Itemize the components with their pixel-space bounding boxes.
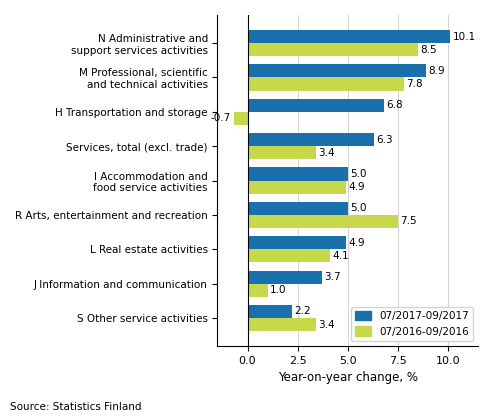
Bar <box>247 133 374 146</box>
Text: 3.4: 3.4 <box>318 319 335 329</box>
Text: Source: Statistics Finland: Source: Statistics Finland <box>10 402 141 412</box>
Bar <box>247 43 418 56</box>
Text: 7.5: 7.5 <box>400 216 417 226</box>
Text: 2.2: 2.2 <box>294 307 311 317</box>
Bar <box>247 99 384 112</box>
Bar <box>247 30 450 43</box>
Bar <box>247 64 426 77</box>
Text: 4.9: 4.9 <box>348 238 365 248</box>
Text: 1.0: 1.0 <box>270 285 286 295</box>
Bar <box>247 77 404 91</box>
Bar <box>247 146 316 159</box>
Bar <box>247 202 348 215</box>
Text: 5.0: 5.0 <box>350 169 367 179</box>
Bar <box>247 270 322 284</box>
Bar <box>247 236 346 249</box>
Text: 8.5: 8.5 <box>421 45 437 54</box>
Text: 7.8: 7.8 <box>406 79 423 89</box>
Bar <box>247 318 316 331</box>
Text: 4.9: 4.9 <box>348 182 365 192</box>
Text: 6.3: 6.3 <box>376 135 393 145</box>
Text: -0.7: -0.7 <box>211 113 231 124</box>
Bar <box>247 215 398 228</box>
Bar <box>234 112 247 125</box>
Text: 8.9: 8.9 <box>428 66 445 76</box>
Bar <box>247 305 292 318</box>
Text: 3.4: 3.4 <box>318 148 335 158</box>
Text: 6.8: 6.8 <box>386 100 403 110</box>
Bar <box>247 284 268 297</box>
Text: 10.1: 10.1 <box>453 32 475 42</box>
Legend: 07/2017-09/2017, 07/2016-09/2016: 07/2017-09/2017, 07/2016-09/2016 <box>351 307 473 341</box>
Text: 4.1: 4.1 <box>332 251 349 261</box>
Bar <box>247 181 346 193</box>
Bar <box>247 168 348 181</box>
Text: 3.7: 3.7 <box>324 272 341 282</box>
Text: 5.0: 5.0 <box>350 203 367 213</box>
X-axis label: Year-on-year change, %: Year-on-year change, % <box>278 371 418 384</box>
Bar <box>247 249 330 262</box>
